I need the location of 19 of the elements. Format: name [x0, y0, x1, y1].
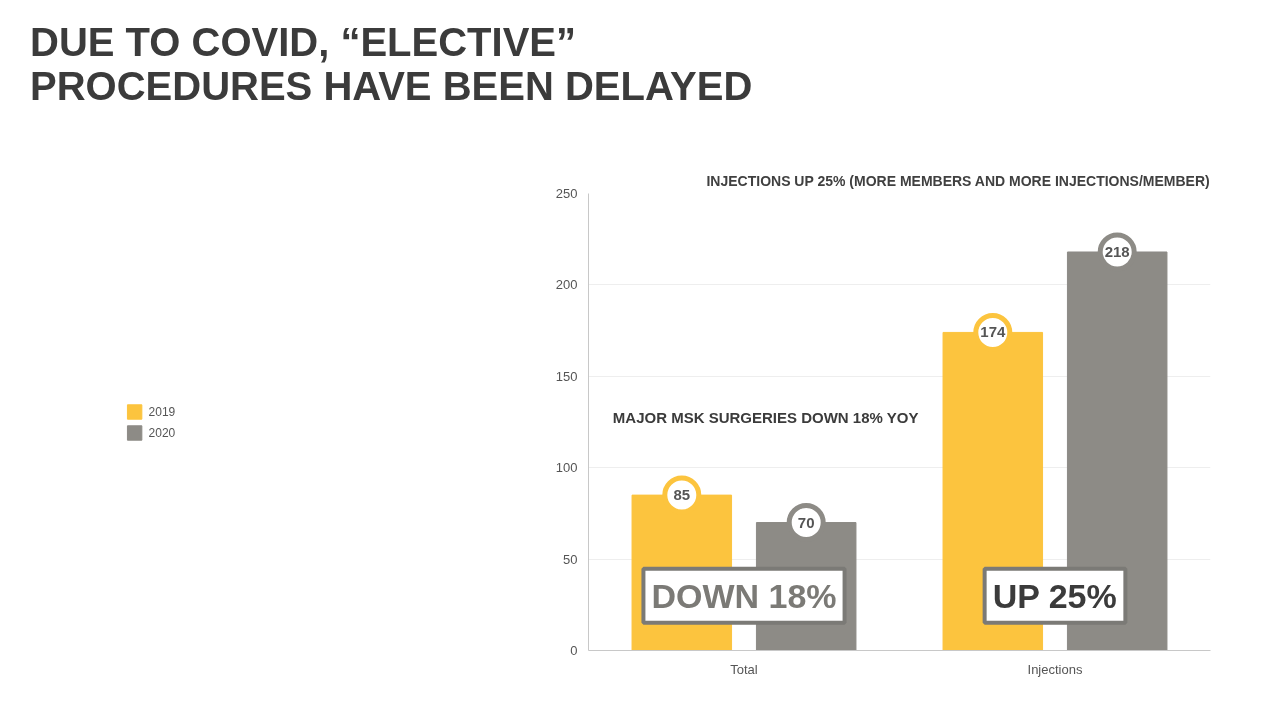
y-tick-label: 200	[555, 277, 578, 293]
chart-title: DUE TO COVID, “ELECTIVE” PROCEDURES HAVE BEEN DELAYED	[30, 20, 753, 108]
y-tick-label: 50	[563, 551, 578, 567]
data-label: 70	[797, 513, 815, 531]
y-tick-label: 100	[555, 460, 578, 476]
annotation: DOWN 18%	[651, 576, 837, 615]
annotation: UP 25%	[992, 576, 1117, 615]
data-label: 174	[980, 323, 1006, 341]
data-label: 85	[673, 486, 691, 504]
y-tick-label: 150	[555, 368, 578, 384]
legend-label: 2019	[148, 404, 176, 418]
chart-subtitle: INJECTIONS UP 25% (MORE MEMBERS AND MORE INJECTIONS/MEMBER)	[706, 172, 1210, 189]
annotation: MAJOR MSK SURGERIES DOWN 18% YOY	[612, 408, 919, 426]
x-tick-label: Total	[730, 661, 758, 677]
y-tick-label: 250	[555, 186, 578, 201]
x-tick-label: Injections	[1027, 661, 1083, 677]
legend-label: 2020	[148, 425, 176, 439]
y-tick-label: 0	[570, 643, 578, 658]
data-label: 218	[1104, 243, 1130, 260]
